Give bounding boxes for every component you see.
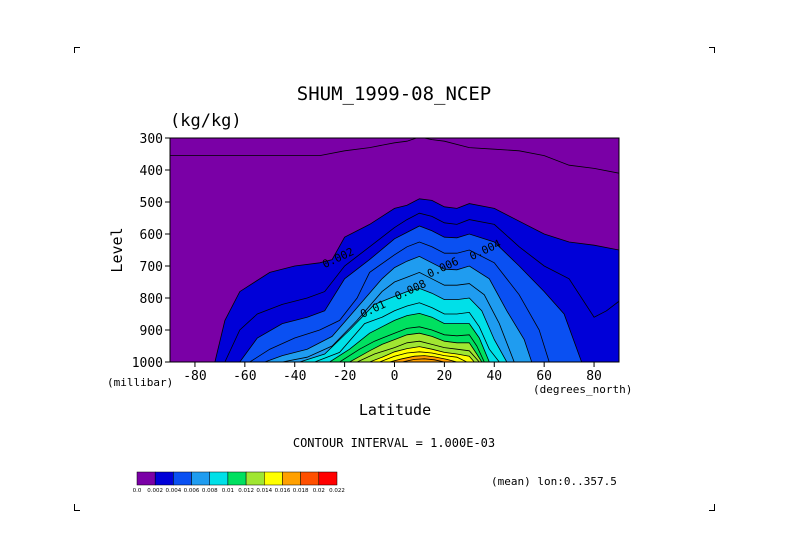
contour-interval-text: CONTOUR INTERVAL = 1.000E-03 [293, 436, 495, 450]
contour-line [356, 340, 480, 362]
contour-line [170, 138, 619, 174]
colorbar-label: 0.012 [238, 488, 254, 494]
colorbar-label: 0.008 [202, 488, 218, 494]
contour-line [349, 332, 483, 362]
crop-marks [74, 47, 715, 511]
colorbar-label: 0.004 [165, 488, 181, 494]
y-tick-label: 300 [140, 132, 163, 147]
contour-line [224, 212, 619, 362]
crop-mark-bottom-left [74, 504, 80, 511]
colorbar-label: 0.02 [313, 488, 325, 494]
x-axis-label: Latitude [359, 401, 431, 419]
contour-fills [170, 138, 619, 362]
y-tick-label: 900 [140, 324, 163, 339]
contour-line [249, 241, 550, 362]
crop-mark-top-left [74, 47, 80, 53]
colorbar-label: 0.006 [184, 488, 200, 494]
y-axis-label: Level [108, 227, 126, 272]
colorbar-swatch [173, 471, 192, 486]
colorbar-swatch [300, 471, 320, 486]
y-axis-unit: (millibar) [107, 376, 173, 389]
chart-title: SHUM_1999-08_NCEP [297, 83, 491, 105]
contour-line [329, 312, 490, 362]
contour-lines [170, 138, 619, 362]
x-tick-label: 40 [486, 369, 502, 384]
x-tick-label: 60 [536, 369, 552, 384]
y-tick-label: 800 [140, 292, 163, 307]
crop-mark-bottom-right [709, 504, 715, 511]
colorbar-label: 0.002 [147, 488, 163, 494]
colorbar-label: 0.022 [329, 488, 345, 494]
colorbar-swatch [318, 471, 338, 486]
crop-mark-top-right [709, 47, 715, 53]
contour-line [379, 351, 467, 362]
contour-line [314, 302, 500, 362]
y-tick-label: 500 [140, 196, 163, 211]
x-tick-label: 0 [391, 369, 399, 384]
x-axis: -80 -60 -40 -20 0 20 40 60 80 [183, 362, 602, 384]
colorbar-label: 0.018 [293, 488, 309, 494]
colorbar-swatch [191, 471, 210, 486]
y-tick-label: 1000 [132, 356, 163, 371]
x-tick-label: 20 [437, 369, 453, 384]
contour-line [369, 346, 475, 362]
footer-note: (mean) lon:0..357.5 [491, 475, 617, 488]
y-tick-label: 400 [140, 164, 163, 179]
y-axis: 300 400 500 600 700 800 900 1000 [132, 132, 170, 371]
x-tick-label: -60 [233, 369, 256, 384]
colorbar-swatch [154, 471, 174, 486]
x-axis-unit: (degrees_north) [533, 383, 632, 396]
colorbar-swatch [282, 471, 301, 486]
colorbar-label: 0.016 [275, 488, 291, 494]
colorbar-swatch [209, 471, 229, 486]
contour-line [401, 358, 445, 362]
contour-line [214, 198, 619, 362]
contour-line [264, 255, 533, 362]
colorbar-label: 0.0 [133, 488, 142, 494]
y-tick-label: 600 [140, 228, 163, 243]
x-tick-label: 80 [586, 369, 602, 384]
contour-line [239, 225, 582, 362]
contour-line [339, 326, 485, 362]
x-tick-label: -40 [283, 369, 306, 384]
colorbar-label: 0.014 [256, 488, 272, 494]
y-tick-label: 700 [140, 260, 163, 275]
fill-region [402, 358, 445, 362]
units-label: (kg/kg) [170, 111, 242, 131]
contour-line [389, 355, 458, 362]
contour-line [299, 287, 508, 362]
colorbar-label: 0.01 [222, 488, 234, 494]
colorbar-swatch [245, 471, 265, 486]
colorbar-swatch [227, 471, 247, 486]
colorbar-swatch [136, 471, 156, 486]
colorbar-swatch [264, 471, 283, 486]
x-tick-label: -20 [333, 369, 356, 384]
contour-line [282, 271, 515, 362]
colorbar: 0.0 0.002 0.004 0.006 0.008 0.01 0.012 0.014 0.0… [133, 471, 345, 494]
x-tick-label: -80 [183, 369, 206, 384]
